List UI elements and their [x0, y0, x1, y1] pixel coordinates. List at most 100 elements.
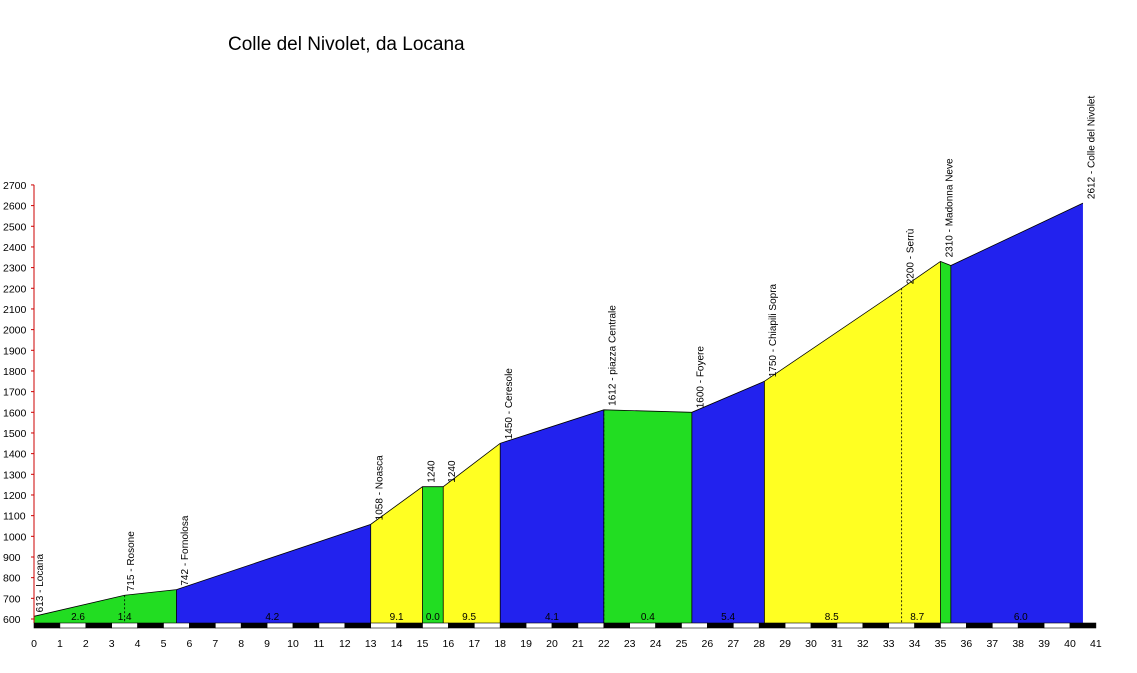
x-scale-block: [137, 622, 164, 629]
profile-segment: [422, 486, 444, 623]
x-tick-label: 24: [650, 638, 662, 650]
gradient-label: 4.2: [265, 612, 279, 623]
x-scale-block: [215, 622, 242, 629]
x-tick-label: 21: [572, 638, 584, 650]
x-scale-block: [344, 622, 371, 629]
x-scale-block: [370, 622, 397, 629]
x-tick-label: 33: [883, 638, 895, 650]
profile-segment: [370, 486, 423, 623]
profile-segment: [603, 409, 692, 623]
waypoint-label: 1750 - Chiapili Sopra: [768, 283, 779, 377]
x-scale-block: [396, 622, 423, 629]
x-tick-label: 13: [365, 638, 377, 650]
x-scale-block: [1043, 622, 1071, 629]
x-tick-label: 34: [909, 638, 921, 650]
x-tick-label: 37: [986, 638, 998, 650]
gradient-label: 9.1: [390, 612, 404, 623]
x-tick-label: 39: [1038, 638, 1050, 650]
gradient-label: 4.1: [545, 612, 559, 623]
y-tick-label: 800: [3, 573, 21, 585]
y-tick-label: 1800: [3, 366, 27, 378]
profile-segment: [950, 203, 1083, 623]
x-tick-label: 25: [676, 638, 688, 650]
x-scale-block: [810, 622, 838, 629]
waypoint-label: 2310 - Madonna Neve: [944, 158, 955, 257]
x-scale-block: [111, 622, 138, 629]
x-tick-label: 30: [805, 638, 817, 650]
profile-segment: [764, 261, 941, 623]
x-scale-block: [991, 622, 1019, 629]
x-scale-block: [85, 622, 113, 629]
profile-segment: [940, 261, 951, 623]
profile-segment: [691, 381, 765, 623]
profile-segment: [500, 409, 604, 623]
x-tick-label: 2: [83, 638, 89, 650]
x-tick-label: 32: [857, 638, 869, 650]
x-tick-label: 14: [391, 638, 403, 650]
x-tick-label: 7: [212, 638, 218, 650]
y-tick-label: 1500: [3, 428, 27, 440]
x-tick-label: 38: [1012, 638, 1024, 650]
x-tick-label: 11: [313, 638, 324, 650]
x-tick-label: 10: [287, 638, 299, 650]
x-scale-block: [33, 622, 61, 629]
x-scale-block: [577, 622, 605, 629]
x-tick-label: 15: [417, 638, 429, 650]
y-tick-label: 1300: [3, 469, 27, 481]
gradient-label: 8.7: [910, 612, 924, 623]
x-scale-block: [189, 622, 216, 629]
y-tick-label: 2200: [3, 283, 27, 295]
x-scale-block: [603, 622, 630, 629]
gradient-label: 9.5: [462, 612, 476, 623]
x-tick-label: 12: [339, 638, 351, 650]
x-tick-label: 26: [702, 638, 714, 650]
y-tick-label: 1900: [3, 345, 27, 357]
y-tick-label: 2500: [3, 221, 27, 233]
gradient-labels: 2.6 4.2 9.1 0.0 9.5 4.1 0.4 5.4 8.5 6.0 1.4 8.7: [71, 612, 1028, 623]
gradient-label: 1.4: [118, 612, 132, 623]
x-tick-label: 0: [31, 638, 37, 650]
gradient-label: 5.4: [721, 612, 735, 623]
x-tick-label: 6: [186, 638, 192, 650]
x-tick-label: 19: [520, 638, 532, 650]
x-tick-label: 41: [1090, 638, 1102, 650]
waypoint-label: 1450 - Ceresole: [504, 368, 515, 440]
x-scale-block: [784, 622, 812, 629]
y-tick-label: 2300: [3, 263, 27, 275]
x-tick-label: 20: [546, 638, 558, 650]
x-scale-block: [966, 622, 993, 629]
x-scale-block: [292, 622, 320, 629]
waypoint-labels: 613 - Locana 715 - Rosone 742 - Fornolosa 1…: [35, 96, 1098, 613]
gradient-label: 0.4: [641, 612, 655, 623]
gradient-label: 0.0: [426, 612, 440, 623]
x-scale-block: [422, 622, 449, 629]
x-tick-label: 4: [135, 638, 141, 650]
profile-outline: [33, 202, 1084, 623]
x-tick-label: 28: [753, 638, 765, 650]
gradient-label: 8.5: [825, 612, 839, 623]
x-scale-block: [1017, 622, 1045, 629]
x-tick-label: 22: [598, 638, 610, 650]
waypoint-label: 715 - Rosone: [126, 531, 137, 591]
x-axis: 0 1 2 3 4 5 6 7 8 9 10 11 12 13 14 15 16 17 18 19 20 21 22 23 24…: [31, 622, 1102, 650]
x-scale-block: [525, 622, 553, 629]
y-tick-label: 2400: [3, 242, 27, 254]
x-scale-block: [551, 622, 579, 629]
x-tick-label: 23: [624, 638, 636, 650]
x-tick-label: 8: [238, 638, 244, 650]
x-scale-block: [499, 622, 527, 629]
x-scale-block: [758, 622, 786, 629]
x-scale-block: [1069, 622, 1097, 629]
y-tick-label: 1000: [3, 531, 27, 543]
x-tick-label: 5: [161, 638, 167, 650]
x-scale-block: [448, 622, 475, 629]
x-scale-block: [318, 622, 346, 629]
y-tick-label: 1700: [3, 387, 27, 399]
x-tick-label: 29: [779, 638, 791, 650]
x-scale-block: [681, 622, 708, 629]
x-scale-block: [59, 622, 87, 629]
x-tick-label: 16: [443, 638, 455, 650]
x-scale-block: [240, 622, 268, 629]
x-scale-block: [655, 622, 682, 629]
